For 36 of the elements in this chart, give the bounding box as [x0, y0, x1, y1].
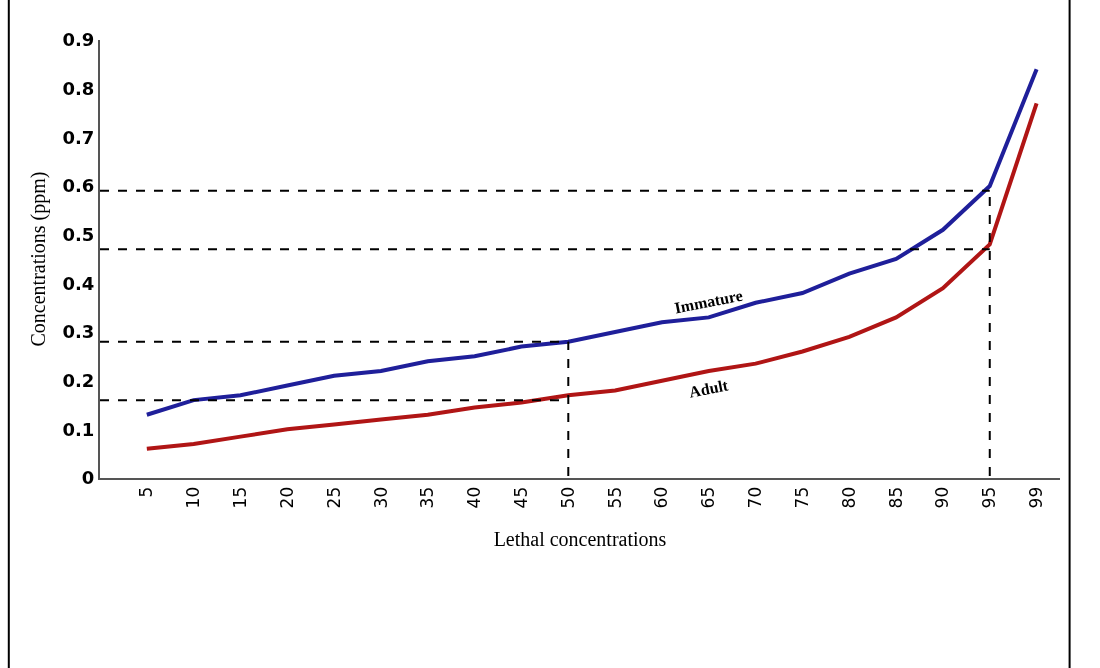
x-tick-label: 75 [791, 486, 812, 509]
y-tick-label: 0.4 [62, 272, 95, 294]
x-tick-label: 25 [323, 486, 344, 509]
x-tick-label: 50 [557, 486, 578, 509]
y-tick-label: 0.7 [62, 126, 95, 148]
y-tick-label: 0 [81, 467, 95, 489]
y-tick-label: 0.8 [62, 77, 95, 99]
y-axis-title: Concentrations (ppm) [26, 171, 50, 347]
x-tick-label: 10 [183, 486, 204, 509]
line-series [144, 67, 1039, 417]
y-tick-label: 0.9 [62, 29, 95, 51]
x-tick-label: 40 [464, 486, 485, 509]
x-tick-label: 90 [932, 486, 953, 509]
x-tick-label: 85 [885, 486, 906, 509]
x-tick-label: 5 [136, 486, 157, 498]
line-series [144, 101, 1039, 451]
y-tick-label: 0.5 [62, 223, 95, 245]
x-tick-label: 20 [276, 486, 297, 509]
x-tick-label: 70 [745, 486, 766, 509]
y-tick-label: 0.2 [62, 369, 95, 391]
x-tick-label: 45 [510, 486, 531, 509]
x-tick-label: 80 [838, 486, 859, 509]
x-tick-label: 95 [979, 486, 1000, 509]
x-tick-label: 99 [1026, 486, 1047, 509]
x-tick-label: 55 [604, 486, 625, 509]
x-axis-title: Lethal concentrations [493, 528, 667, 551]
x-tick-label: 65 [698, 486, 719, 509]
y-tick-label: 0.6 [62, 175, 95, 197]
x-tick-label: 15 [230, 486, 251, 509]
x-tick-label: 35 [417, 486, 438, 509]
x-tick-label: 60 [651, 486, 672, 509]
text: Adult [687, 376, 730, 401]
y-tick-label: 0.3 [62, 321, 95, 343]
text: Immature [673, 286, 745, 317]
x-tick-label: 30 [370, 486, 391, 509]
y-tick-label: 0.1 [62, 418, 95, 440]
